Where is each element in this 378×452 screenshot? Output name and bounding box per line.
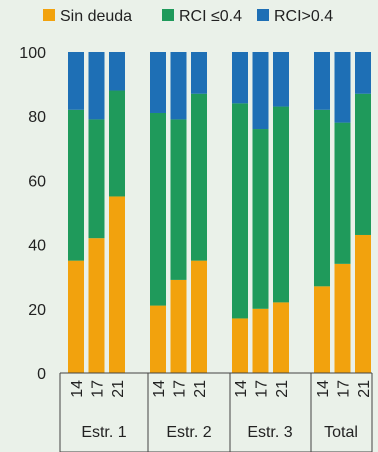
y-tick-label: 20 [28,302,46,319]
y-tick-label: 100 [19,45,46,62]
x-tick-label-year: 21 [110,380,127,398]
x-tick-label-year: 17 [172,380,189,398]
bar-segment [273,106,289,303]
x-tick-label-year: 17 [336,380,353,398]
bar-segment [191,52,207,94]
bar-segment [170,279,187,373]
x-tick-label-year: 21 [356,380,373,398]
bar-segment [68,52,84,110]
bar-segment [252,52,269,130]
legend-label: RCI ≤0.4 [179,8,242,25]
bar-segment [232,52,248,104]
bar-segment [232,103,248,319]
x-group-label: Estr. 1 [81,424,126,441]
bars [68,52,371,373]
bar-segment [355,234,371,373]
bar-segment [109,90,125,197]
bar-segment [334,263,351,373]
bar-segment [334,52,351,123]
legend-label: RCI>0.4 [274,8,333,25]
y-axis: 0 20 40 60 80 100 [19,45,46,383]
legend-swatch [162,9,174,21]
bar-segment [68,109,84,261]
x-group-label: Total [324,424,358,441]
x-tick-label-year: 21 [274,380,291,398]
bar-segment [252,308,269,373]
x-tick-label-year: 14 [315,380,332,398]
x-group-label: Estr. 2 [166,424,211,441]
bar-segment [191,260,207,373]
y-tick-label: 40 [28,238,46,255]
bar-segment [355,52,371,94]
bar-segment [88,52,105,120]
y-tick-label: 80 [28,109,46,126]
bar-segment [314,286,330,373]
bar-segment [191,93,207,261]
bar-segment [252,129,269,309]
bar-segment [109,196,125,373]
bar-segment [314,109,330,287]
x-tick-label-year: 14 [151,380,168,398]
bar-segment [314,52,330,110]
bar-segment [109,52,125,91]
bar-segment [150,112,166,306]
bar-segment [232,318,248,373]
legend: Sin deuda RCI ≤0.4 RCI>0.4 [43,8,333,25]
x-tick-label-year: 14 [233,380,250,398]
bar-segment [170,119,187,280]
x-tick-label-year: 21 [192,380,209,398]
bar-segment [150,305,166,373]
bar-segment [150,52,166,113]
bar-segment [170,52,187,120]
bar-segment [88,119,105,239]
legend-label: Sin deuda [60,8,132,25]
x-tick-label-year: 17 [90,380,107,398]
bar-segment [88,238,105,373]
x-tick-label-year: 14 [69,380,86,398]
bar-segment [273,52,289,107]
y-tick-label: 0 [37,366,46,383]
legend-swatch [43,9,55,21]
x-group-label: Estr. 3 [247,424,292,441]
bar-segment [355,93,371,235]
bar-segment [334,122,351,264]
y-tick-label: 60 [28,173,46,190]
legend-swatch [257,9,269,21]
x-tick-label-year: 17 [254,380,271,398]
bar-segment [273,302,289,373]
bar-segment [68,260,84,373]
